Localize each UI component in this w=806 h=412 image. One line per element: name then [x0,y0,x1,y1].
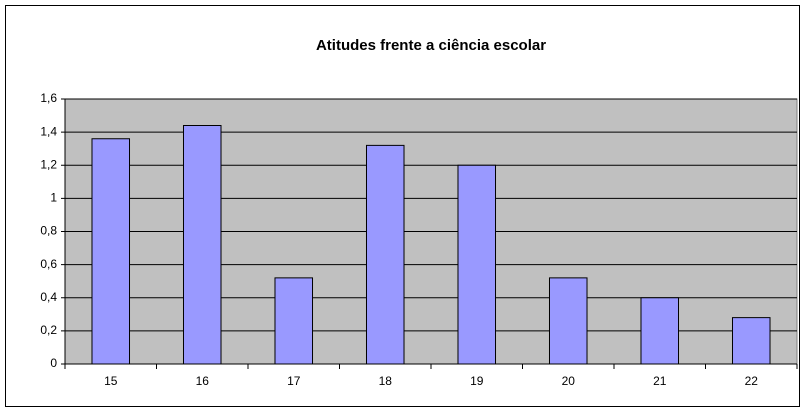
bar [548,277,588,365]
bar [640,297,680,365]
y-tick-label: 0,2 [40,323,57,337]
bar [365,144,405,365]
chart-title: Atitudes frente a ciência escolar [316,37,546,54]
bar [457,164,497,365]
x-tick-label: 17 [287,374,301,388]
x-tick-label: 21 [653,374,667,388]
y-tick-label: 0,4 [40,290,57,304]
x-tick-label: 19 [470,374,484,388]
x-tick-label: 16 [196,374,210,388]
bar [731,317,771,365]
y-tick-label: 0,8 [40,224,57,238]
y-tick-label: 1,4 [40,124,57,138]
x-tick-label: 22 [745,374,759,388]
y-tick-label: 0,6 [40,257,57,271]
bar [91,138,131,365]
x-tick-label: 20 [562,374,576,388]
x-tick-label: 18 [379,374,393,388]
y-tick-label: 1,6 [40,91,57,105]
y-tick-label: 1,2 [40,157,57,171]
y-tick-label: 0 [50,356,57,370]
x-tick-label: 15 [104,374,118,388]
bar [274,277,314,365]
y-tick-label: 1 [50,191,57,205]
bar [182,125,222,365]
